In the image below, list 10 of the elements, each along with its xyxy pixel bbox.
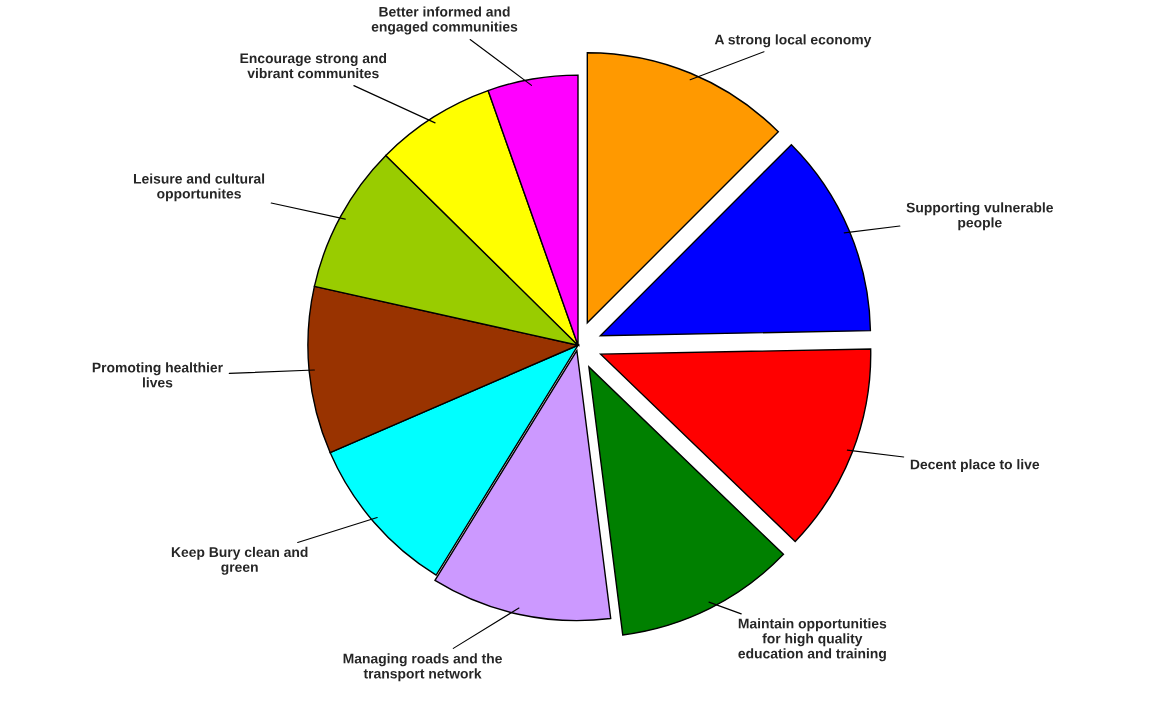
slice-label: Promoting healthier lives <box>92 362 223 388</box>
slice-label: Encourage strong and vibrant communites <box>240 53 387 79</box>
slice-label: Keep Bury clean and green <box>171 546 308 575</box>
slice-label: Leisure and cultural opportunites <box>133 173 265 202</box>
slice-label: A strong local economy <box>714 34 872 48</box>
slice-label: Better informed and engaged communities <box>371 6 518 35</box>
slice-label: Maintain opportunities for high quality education and training <box>738 618 887 662</box>
slice-label: Supporting vulnerable people <box>906 202 1054 231</box>
slice-label: Decent place to live <box>910 459 1040 473</box>
slice-label: Managing roads and the transport network <box>343 653 502 682</box>
